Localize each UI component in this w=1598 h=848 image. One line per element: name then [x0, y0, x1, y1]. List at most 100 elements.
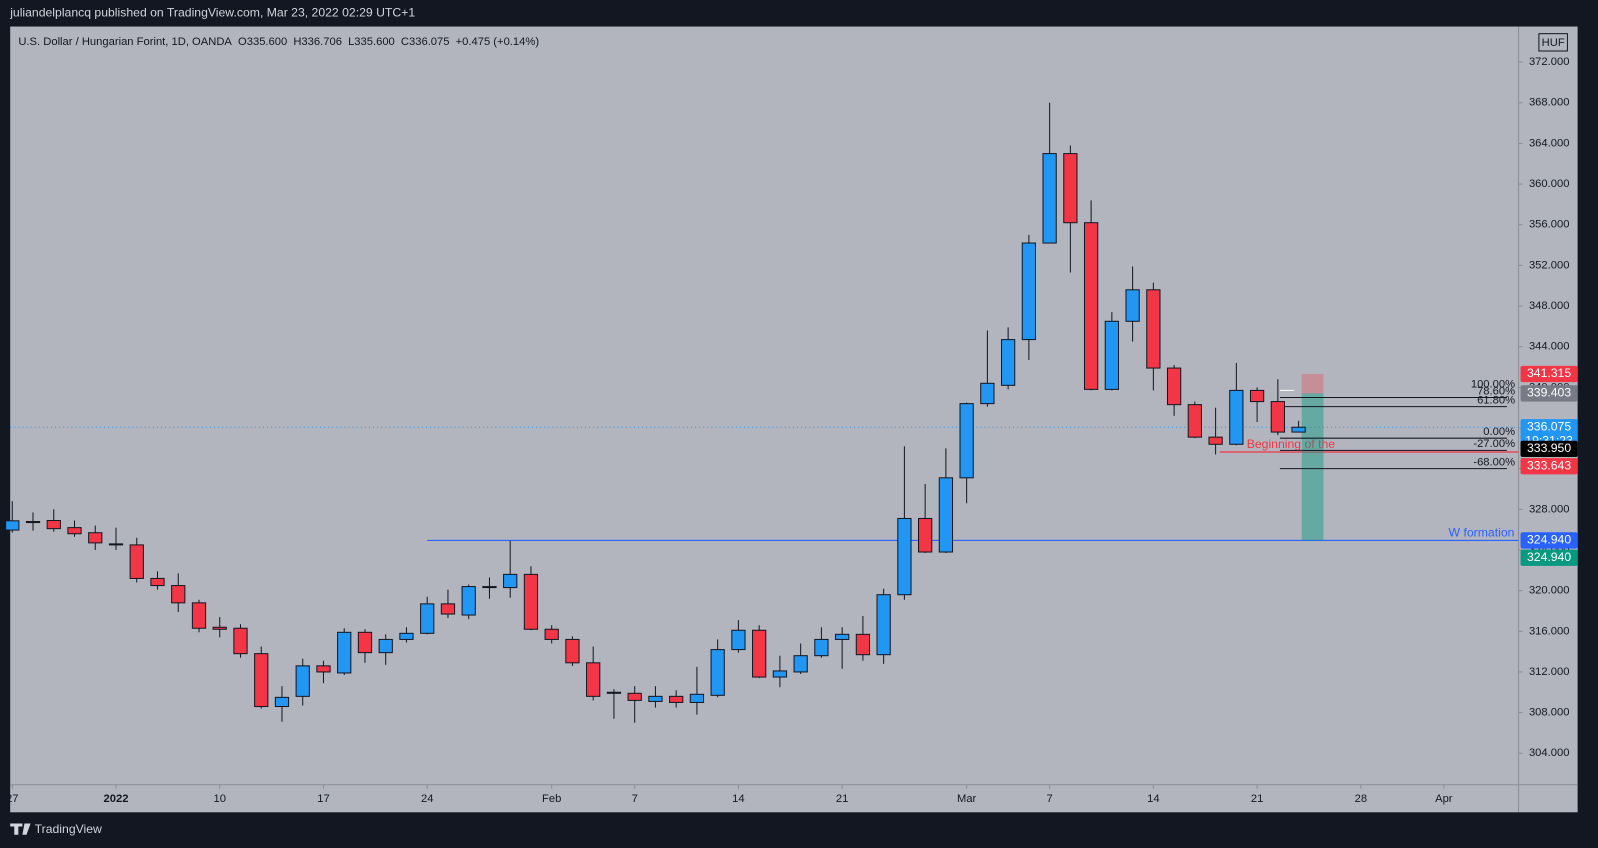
x-tick-label: 24 [421, 793, 433, 805]
candle-body [606, 691, 622, 694]
candle-body [772, 670, 788, 678]
candle-body [1042, 153, 1057, 244]
legend-value: H336.706 [293, 36, 342, 48]
candle-body [938, 477, 954, 553]
candle-body [337, 631, 352, 674]
candle-body [814, 638, 829, 657]
candle-body [918, 517, 933, 553]
y-tick-label: 320.000 [1529, 585, 1569, 597]
candle-body [835, 633, 850, 640]
currency: HUF [1542, 37, 1565, 49]
candle-body [669, 695, 684, 703]
candle-body [399, 632, 414, 640]
candle-body [461, 586, 476, 616]
candle-body [191, 602, 207, 629]
price-label: 333.950 [1527, 441, 1571, 455]
candle-body [420, 603, 435, 634]
candle-body [67, 527, 82, 535]
price-label: 333.643 [1527, 458, 1571, 472]
candle-body [357, 631, 373, 654]
y-tick-label: 344.000 [1529, 341, 1569, 353]
fib-label: 78.60% [1477, 385, 1515, 397]
candle-body [316, 665, 331, 673]
x-tick-label: 27 [6, 793, 18, 805]
legend-value: +0.475 (+0.14%) [456, 36, 540, 48]
y-tick-label: 360.000 [1529, 178, 1569, 190]
candle-body [1229, 389, 1244, 445]
price-label-box [1520, 385, 1578, 402]
candle-body [440, 603, 456, 615]
candle-body [1000, 339, 1016, 386]
candle-body [544, 628, 559, 640]
footer-brand: TradingView [35, 822, 102, 836]
x-tick-label: 14 [732, 793, 744, 805]
candle-body [689, 693, 705, 703]
y-tick-label: 368.000 [1529, 97, 1569, 109]
candle-body [25, 521, 41, 524]
candle-body [752, 629, 767, 678]
candle-body [1166, 367, 1182, 406]
x-tick-label: 10 [214, 793, 226, 805]
fib-label: -27.00% [1473, 438, 1515, 450]
x-tick-label: Feb [542, 793, 561, 805]
candle-body [897, 517, 912, 596]
candle-body [378, 638, 393, 654]
y-tick-label: 304.000 [1529, 747, 1569, 759]
y-tick-label: 328.000 [1529, 503, 1569, 515]
position-risk [1301, 373, 1324, 394]
currency-box [1538, 33, 1568, 52]
candle-body [855, 633, 871, 656]
x-tick-label: 28 [1355, 793, 1367, 805]
legend-value: L335.600 [348, 36, 395, 48]
candle-body [254, 653, 269, 708]
y-tick-label: 356.000 [1529, 219, 1569, 231]
line-label: W formation [1449, 526, 1515, 540]
candle-body [88, 532, 103, 544]
price-label-box [1520, 549, 1578, 566]
candle-body [731, 629, 746, 651]
legend-value: C336.075 [401, 36, 450, 48]
candle-body [565, 638, 580, 664]
candle-body [1104, 320, 1119, 390]
candle-body [1249, 389, 1265, 403]
price-label: 324.940 [1527, 533, 1571, 547]
price-label-box [1520, 365, 1578, 383]
candle-body [1125, 289, 1140, 322]
candle-body [648, 695, 663, 702]
price-label: 339.403 [1527, 386, 1571, 400]
fib-label: 0.00% [1483, 426, 1515, 438]
candle-body [150, 577, 165, 587]
candle-body [212, 626, 227, 630]
price-label-box [1520, 458, 1578, 475]
candle-body [876, 594, 891, 656]
position-reward [1301, 393, 1324, 541]
candle-body [710, 649, 725, 696]
candle-body [171, 585, 186, 604]
candle-body [1083, 222, 1099, 390]
candle-body [1146, 289, 1161, 369]
x-tick-label: 7 [632, 793, 638, 805]
x-tick-label: 21 [1251, 793, 1263, 805]
candle-body [793, 655, 808, 673]
y-tick-label: 348.000 [1529, 300, 1569, 312]
plot-area [10, 26, 1578, 813]
candle-body [274, 696, 290, 708]
x-tick-label: 14 [1147, 793, 1159, 805]
x-tick-label: 17 [317, 793, 329, 805]
fib-label: 61.80% [1477, 395, 1515, 407]
x-tick-label: Mar [957, 793, 977, 805]
legend-title: U.S. Dollar / Hungarian Forint, 1D, OAND… [18, 36, 232, 48]
candle-body [46, 519, 61, 530]
candle-body [5, 520, 20, 531]
candle-body [1270, 401, 1285, 433]
candle-body [129, 544, 144, 579]
price-label: 336.075 [1527, 419, 1571, 433]
price-label-box [1520, 532, 1578, 549]
x-tick-label: 21 [836, 793, 848, 805]
candle-body [586, 662, 601, 697]
candle-body [295, 665, 310, 697]
x-tick-label: Apr [1435, 793, 1453, 805]
candle-body [1187, 404, 1202, 438]
